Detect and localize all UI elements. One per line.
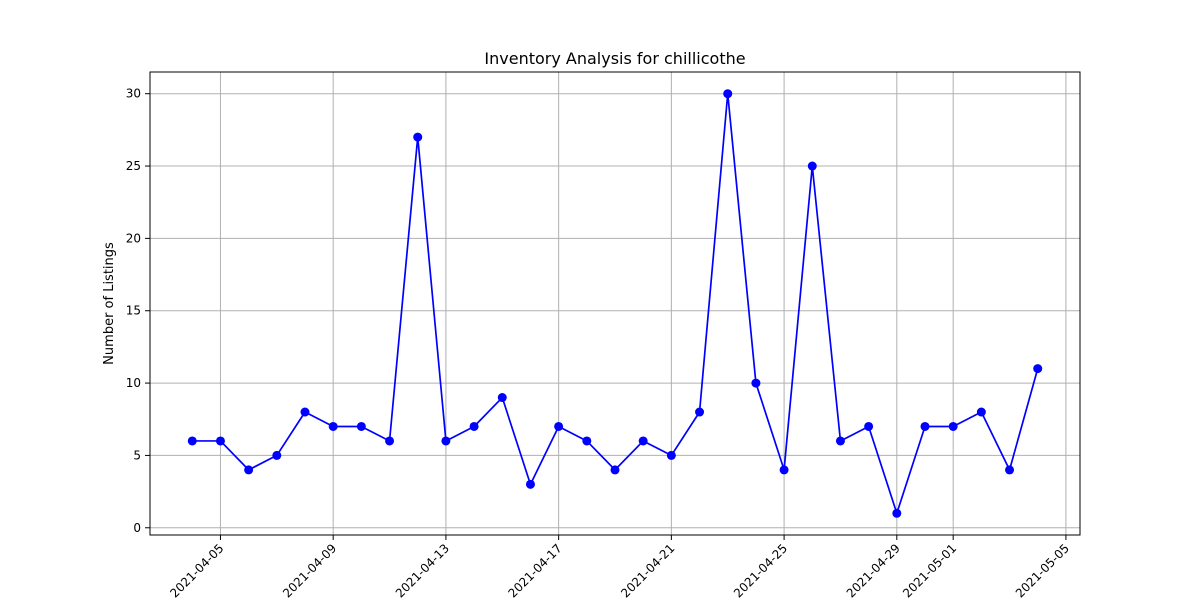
data-point	[244, 465, 254, 475]
data-point	[723, 89, 733, 99]
y-tick-label: 5	[133, 448, 141, 462]
data-point	[328, 421, 338, 431]
data-point	[807, 161, 817, 171]
series-layer	[187, 89, 1043, 518]
y-tick-label: 20	[126, 231, 141, 245]
data-point	[835, 436, 845, 446]
chart-title: Inventory Analysis for chillicothe	[484, 49, 745, 68]
data-point	[187, 436, 197, 446]
data-point	[779, 465, 789, 475]
data-point	[1005, 465, 1015, 475]
data-point	[920, 421, 930, 431]
data-point	[666, 450, 676, 460]
data-point	[413, 132, 423, 142]
y-tick-label: 0	[133, 521, 141, 535]
grid	[150, 72, 1080, 535]
data-point	[892, 508, 902, 518]
data-point	[385, 436, 395, 446]
data-point	[695, 407, 705, 417]
data-point	[638, 436, 648, 446]
data-point	[864, 421, 874, 431]
y-tick-label: 10	[126, 376, 141, 390]
plot-frame	[149, 71, 1081, 536]
data-point	[610, 465, 620, 475]
data-point	[356, 421, 366, 431]
data-point	[215, 436, 225, 446]
data-point	[1033, 364, 1043, 374]
y-tick-label: 25	[126, 159, 141, 173]
data-point	[272, 450, 282, 460]
y-tick-label: 15	[126, 304, 141, 318]
data-point	[554, 421, 564, 431]
data-point	[948, 421, 958, 431]
data-point	[497, 393, 507, 403]
data-point	[300, 407, 310, 417]
data-point	[976, 407, 986, 417]
data-point	[469, 421, 479, 431]
y-tick-label: 30	[126, 87, 141, 101]
data-point	[751, 378, 761, 388]
data-point	[441, 436, 451, 446]
data-point	[582, 436, 592, 446]
data-point	[525, 479, 535, 489]
y-axis-title: Number of Listings	[102, 242, 117, 365]
